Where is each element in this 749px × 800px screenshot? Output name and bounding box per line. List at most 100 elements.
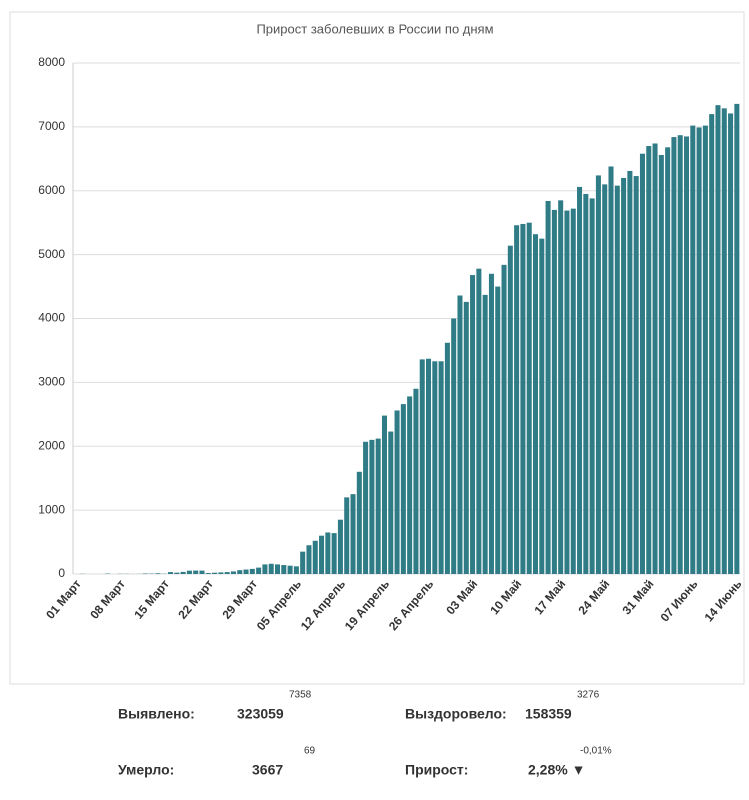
bar [413, 388, 419, 574]
y-tick-label: 8000 [38, 55, 65, 69]
bar [193, 570, 199, 574]
stat-value: 323059 [237, 706, 284, 722]
bar [363, 441, 369, 574]
stat-label: Выздоровело: [405, 706, 507, 722]
bar [589, 198, 595, 575]
bar [665, 147, 671, 574]
y-tick-label: 1000 [38, 502, 65, 516]
y-tick-label: 5000 [38, 247, 65, 261]
bar [583, 193, 589, 574]
y-tick-label: 2000 [38, 438, 65, 452]
bar [262, 564, 268, 574]
bar [419, 359, 425, 574]
stat-delta: -0,01% [580, 746, 612, 757]
bar [293, 566, 299, 574]
bar [230, 571, 236, 574]
y-tick-label: 4000 [38, 311, 65, 325]
bar [180, 571, 186, 574]
bar [344, 497, 350, 574]
bar [438, 361, 444, 574]
x-tick-label: 14 Июнь [702, 577, 745, 624]
bar [243, 569, 249, 574]
bar [300, 551, 306, 574]
x-tick-label: 12 Апрель [298, 577, 348, 633]
bar [218, 572, 224, 574]
x-tick-label: 01 Март [43, 577, 84, 622]
bar [224, 572, 230, 574]
bar [337, 519, 343, 574]
bar [652, 143, 658, 575]
chart-title: Прирост заболевших в России по дням [256, 21, 493, 36]
bar [658, 154, 664, 575]
stat-delta: 69 [304, 746, 316, 757]
bar [734, 103, 740, 574]
stat-label: Умерло: [118, 762, 174, 778]
bar [457, 295, 463, 574]
bar [671, 137, 677, 574]
bar [381, 415, 387, 574]
bar [709, 114, 715, 574]
bar [470, 275, 476, 574]
bar [696, 127, 702, 575]
x-tick-label: 05 Апрель [254, 577, 304, 633]
bar [168, 572, 174, 574]
stat-delta: 3276 [577, 690, 600, 701]
bar [237, 570, 243, 574]
bar [702, 125, 708, 574]
x-tick-label: 22 Март [175, 577, 216, 622]
stat-label: Выявлено: [118, 706, 195, 722]
y-tick-label: 3000 [38, 375, 65, 389]
x-tick-label: 08 Март [87, 577, 128, 622]
bar [677, 135, 683, 574]
bar [602, 184, 608, 575]
bar [715, 105, 721, 574]
bar [451, 318, 457, 574]
bar [683, 136, 690, 575]
bar [319, 535, 325, 574]
y-tick-label: 0 [58, 566, 65, 580]
bar [463, 301, 469, 574]
x-tick-label: 31 Май [619, 577, 656, 617]
bar [558, 200, 564, 575]
bar [507, 245, 513, 574]
bar [388, 431, 394, 574]
bar [520, 223, 526, 574]
bar [394, 410, 400, 574]
bar [249, 568, 255, 574]
bar [690, 125, 696, 574]
frame [9, 11, 745, 685]
x-tick-label: 24 Май [575, 577, 612, 617]
bar [287, 565, 293, 574]
x-tick-label: 07 Июнь [658, 577, 701, 624]
bar [142, 573, 148, 574]
bar [551, 209, 557, 574]
bar [186, 570, 192, 574]
bar [532, 234, 539, 574]
bar [407, 396, 413, 574]
stat-value: 2,28% ▼ [528, 762, 585, 778]
x-tick-label: 26 Апрель [386, 577, 436, 633]
bar [375, 438, 381, 574]
bar [570, 208, 576, 574]
bar [350, 494, 356, 574]
bar [331, 533, 337, 574]
bar [721, 108, 727, 574]
bar [564, 210, 570, 574]
bar [444, 342, 450, 574]
bar [495, 286, 501, 574]
bar [369, 439, 375, 574]
bar [627, 170, 633, 575]
bar [488, 273, 494, 574]
y-tick-label: 7000 [38, 119, 65, 133]
bar [514, 225, 520, 574]
x-tick-label: 29 Март [219, 577, 260, 622]
bar [526, 222, 532, 574]
bar [205, 573, 211, 574]
bar [281, 565, 287, 574]
bar [174, 572, 180, 574]
bar [426, 358, 432, 574]
bar [639, 153, 645, 574]
y-tick-label: 6000 [38, 183, 65, 197]
stat-delta: 7358 [289, 690, 312, 701]
